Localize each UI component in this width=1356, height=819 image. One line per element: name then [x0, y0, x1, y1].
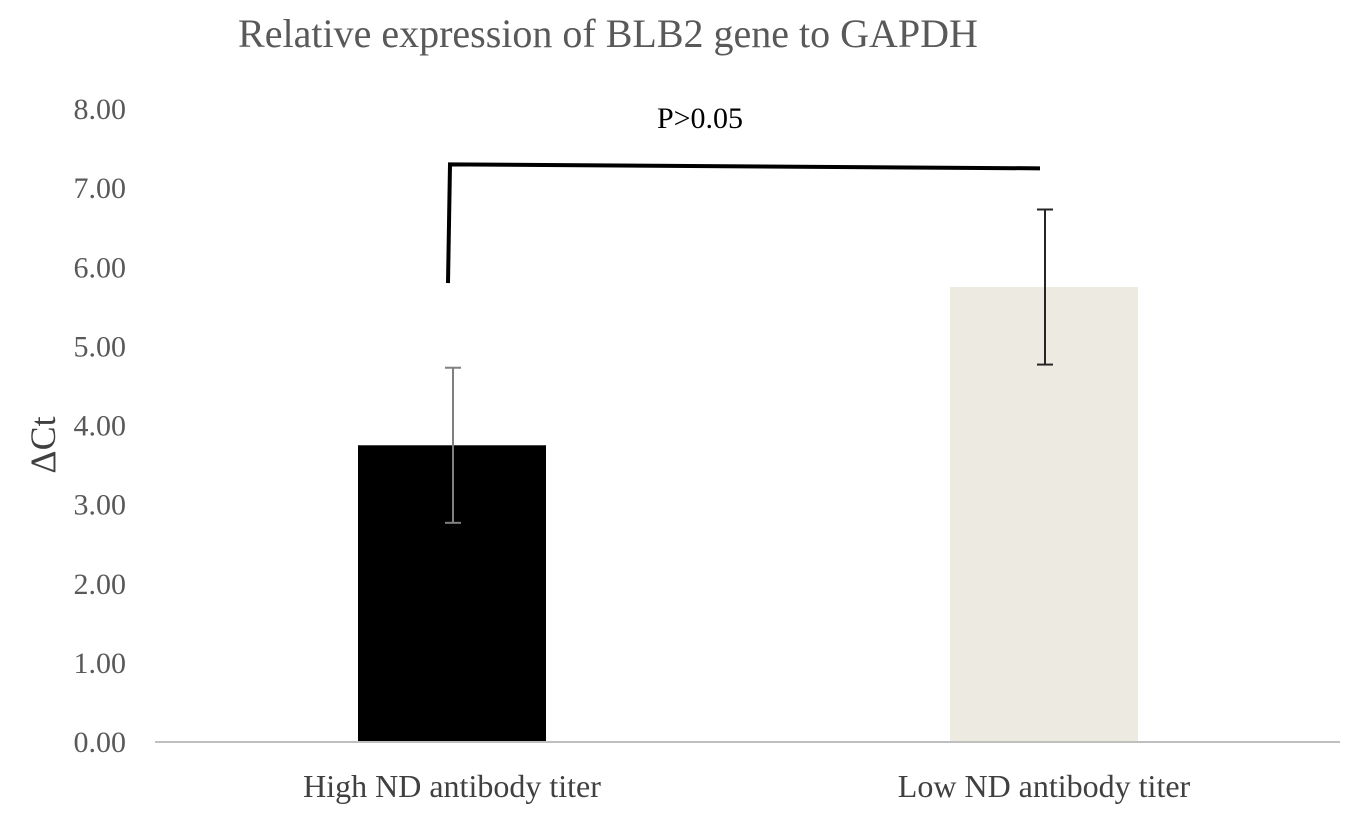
error-bar	[1037, 208, 1053, 366]
category-labels: High ND antibody titer Low ND antibody ti…	[303, 768, 1190, 804]
significance-annotation	[446, 162, 1041, 284]
bars	[358, 287, 1138, 742]
y-tick-labels: 0.00 1.00 2.00 3.00 4.00 5.00 6.00 7.00 8.00	[74, 93, 127, 759]
error-bars	[445, 208, 1053, 524]
category-label: Low ND antibody titer	[898, 768, 1191, 804]
y-tick-label: 3.00	[74, 489, 127, 522]
chart-title: Relative expression of BLB2 gene to GAPD…	[238, 11, 978, 56]
category-label: High ND antibody titer	[303, 768, 601, 804]
y-tick-label: 6.00	[74, 251, 127, 284]
error-bar	[445, 366, 461, 524]
y-tick-label: 1.00	[74, 647, 127, 680]
y-tick-label: 5.00	[74, 330, 127, 363]
y-tick-label: 4.00	[74, 410, 127, 443]
y-tick-label: 0.00	[74, 726, 127, 759]
significance-bracket	[446, 162, 1041, 284]
y-axis-label: ΔCt	[23, 416, 63, 473]
significance-label: P>0.05	[657, 102, 743, 135]
y-tick-label: 7.00	[74, 172, 127, 205]
y-tick-label: 2.00	[74, 568, 127, 601]
y-tick-label: 8.00	[74, 93, 127, 126]
